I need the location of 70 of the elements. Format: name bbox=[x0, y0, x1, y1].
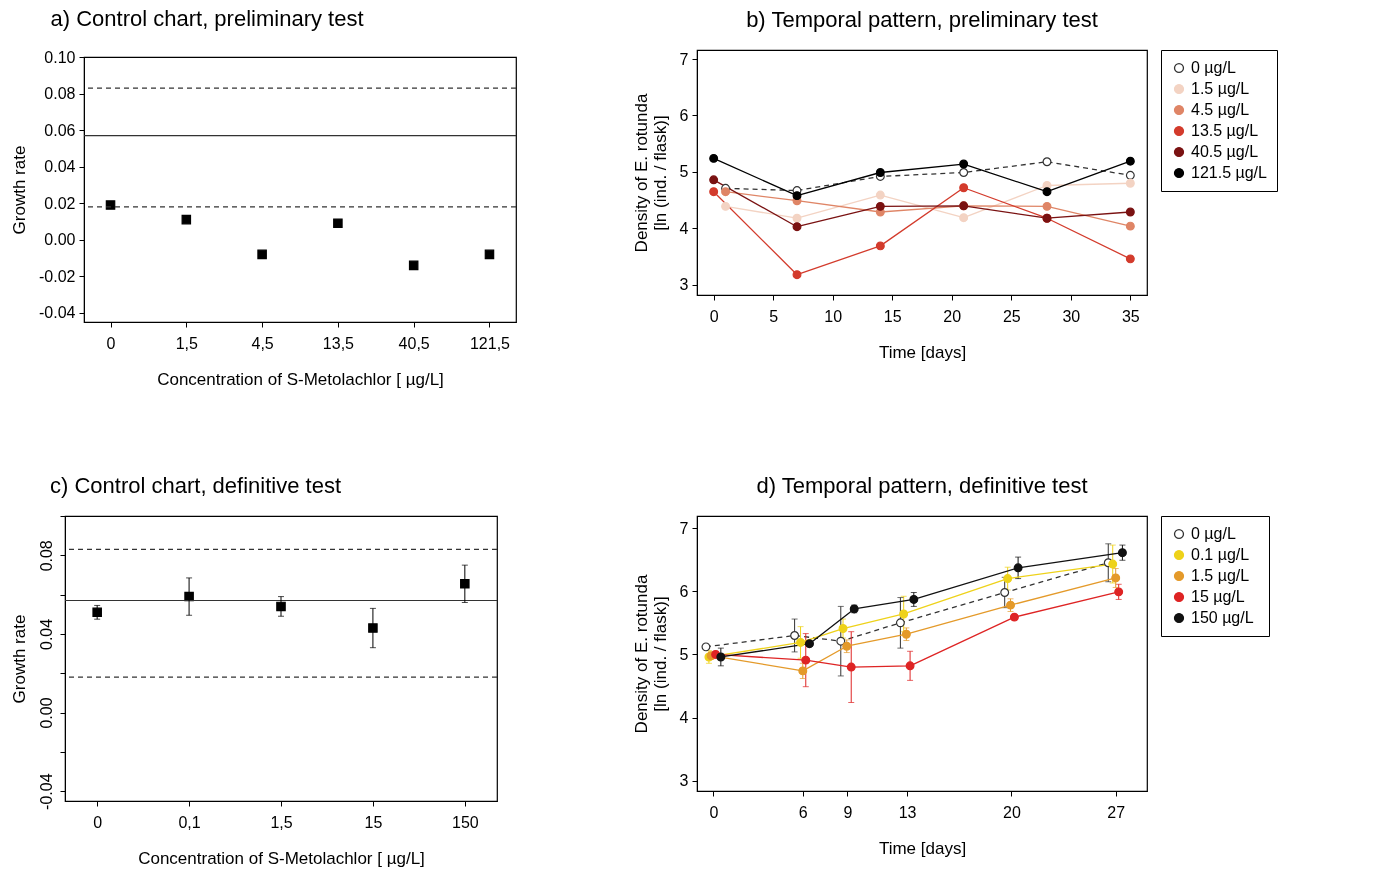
y-tick-label: 0.08 bbox=[37, 540, 55, 572]
y-tick-label: 0.04 bbox=[44, 158, 76, 176]
legend-label: 15 µg/L bbox=[1191, 588, 1245, 605]
y-axis-title: Density of E. rotunda [ln (ind. / flask)] bbox=[631, 93, 670, 253]
x-tick-label: 13,5 bbox=[322, 334, 355, 352]
x-tick-label: 0 bbox=[106, 334, 116, 352]
y-axis-title: Density of E. rotunda [ln (ind. / flask)] bbox=[631, 574, 670, 734]
x-tick-label: 0 bbox=[709, 307, 719, 325]
x-tick-label: 0 bbox=[93, 813, 103, 831]
chart-title: b) Temporal pattern, preliminary test bbox=[746, 6, 1098, 32]
x-tick-label: 27 bbox=[1107, 803, 1126, 821]
chart-title: c) Control chart, definitive test bbox=[50, 472, 342, 498]
y-tick-label: 3 bbox=[679, 772, 689, 790]
x-tick-label: 6 bbox=[798, 803, 808, 821]
legend-label: 121.5 µg/L bbox=[1191, 164, 1268, 181]
x-tick-label: 15 bbox=[364, 813, 383, 831]
y-tick-label: 0.02 bbox=[44, 194, 76, 212]
chart-title: a) Control chart, preliminary test bbox=[50, 6, 364, 31]
y-tick-label: 4 bbox=[679, 709, 689, 727]
y-tick-label: 3 bbox=[679, 276, 689, 294]
x-tick-label: 121,5 bbox=[469, 334, 511, 352]
y-tick-label: 6 bbox=[679, 582, 689, 600]
legend-label: 150 µg/L bbox=[1191, 609, 1254, 626]
x-tick-label: 150 bbox=[451, 813, 479, 831]
x-tick-label: 0 bbox=[709, 803, 719, 821]
x-tick-label: 4,5 bbox=[251, 334, 274, 352]
y-axis-title: Growth rate bbox=[10, 145, 30, 235]
y-tick-label: -0.04 bbox=[37, 773, 55, 810]
legend-label: 1.5 µg/L bbox=[1191, 567, 1250, 584]
x-axis-title: Time [days] bbox=[878, 342, 967, 362]
x-tick-label: 35 bbox=[1121, 307, 1140, 325]
x-tick-label: 0,1 bbox=[178, 813, 201, 831]
legend-label: 13.5 µg/L bbox=[1191, 122, 1259, 139]
y-tick-label: -0.04 bbox=[39, 304, 76, 322]
y-axis-title: Growth rate bbox=[9, 614, 29, 704]
x-tick-label: 20 bbox=[1003, 803, 1021, 821]
x-tick-label: 15 bbox=[883, 307, 902, 325]
x-tick-label: 30 bbox=[1062, 307, 1081, 325]
y-tick-label: 5 bbox=[679, 645, 689, 663]
y-tick-label: 7 bbox=[679, 50, 689, 68]
y-tick-label: 0.04 bbox=[37, 618, 55, 650]
x-tick-label: 13 bbox=[898, 803, 917, 821]
y-tick-label: 0.10 bbox=[44, 48, 76, 66]
x-tick-label: 9 bbox=[843, 803, 853, 821]
x-tick-label: 25 bbox=[1002, 307, 1021, 325]
legend-label: 1.5 µg/L bbox=[1191, 80, 1250, 97]
y-tick-label: 0.06 bbox=[44, 121, 76, 139]
legend-label: 0.1 µg/L bbox=[1191, 546, 1250, 563]
x-tick-label: 10 bbox=[824, 307, 843, 325]
x-axis-title: Concentration of S-Metolachlor [ µg/L] bbox=[157, 369, 444, 389]
x-tick-label: 1,5 bbox=[175, 334, 199, 352]
legend-label: 40.5 µg/L bbox=[1191, 143, 1259, 160]
x-tick-label: 40,5 bbox=[398, 334, 430, 352]
x-tick-label: 20 bbox=[943, 307, 962, 325]
x-tick-label: 5 bbox=[769, 307, 779, 325]
y-tick-label: -0.02 bbox=[39, 267, 76, 285]
y-tick-label: 0.00 bbox=[44, 231, 76, 249]
y-tick-label: 6 bbox=[679, 106, 689, 124]
legend-label: 4.5 µg/L bbox=[1191, 101, 1250, 118]
y-tick-label: 0.00 bbox=[37, 697, 55, 729]
x-axis-title: Time [days] bbox=[878, 838, 967, 858]
legend-label: 0 µg/L bbox=[1191, 525, 1236, 542]
x-axis-title: Concentration of S-Metolachlor [ µg/L] bbox=[138, 848, 425, 868]
chart-title: d) Temporal pattern, definitive test bbox=[756, 472, 1088, 498]
x-tick-label: 1,5 bbox=[270, 813, 293, 831]
y-tick-label: 7 bbox=[679, 519, 689, 537]
y-tick-label: 4 bbox=[679, 219, 689, 237]
y-tick-label: 0.08 bbox=[44, 85, 76, 103]
y-tick-label: 5 bbox=[679, 163, 689, 181]
legend-label: 0 µg/L bbox=[1191, 59, 1236, 76]
